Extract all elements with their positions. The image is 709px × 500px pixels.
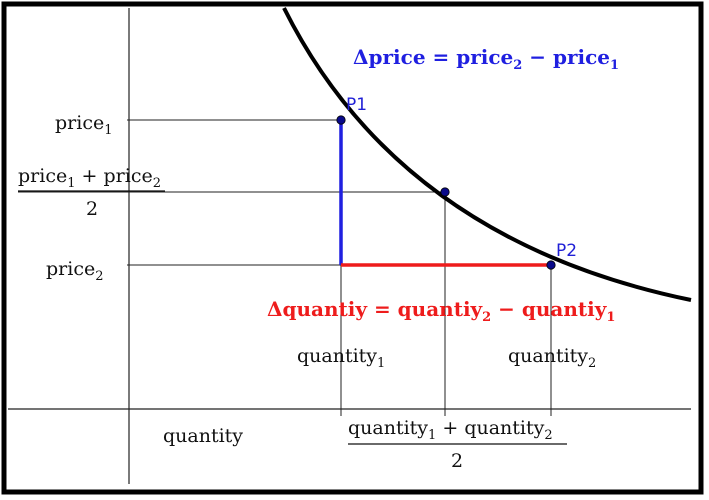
point-p2 [546, 260, 556, 270]
price1-label: price1 [55, 112, 113, 138]
point-p1 [336, 115, 346, 125]
delta-price-equation: Δprice = price2 − price1 [353, 45, 619, 73]
avg-quantity-denominator: 2 [451, 450, 463, 472]
point-midpoint [440, 187, 450, 197]
frame-border [1, 1, 704, 495]
point-p2-label: P2 [556, 241, 577, 261]
quantity2-label: quantity2 [508, 345, 596, 371]
avg-quantity-numerator: quantity1 + quantity2 [348, 417, 553, 443]
point-p1-label: P1 [346, 95, 367, 115]
x-axis-label: quantity [163, 425, 243, 447]
delta-quantity-equation: Δquantiy = quantiy2 − quantiy1 [267, 297, 615, 325]
demand-curve [282, 7, 692, 302]
avg-price-denominator: 2 [86, 198, 98, 220]
price2-label: price2 [46, 258, 104, 284]
quantity1-label: quantity1 [297, 345, 385, 371]
avg-price-numerator: price1 + price2 [18, 165, 161, 191]
